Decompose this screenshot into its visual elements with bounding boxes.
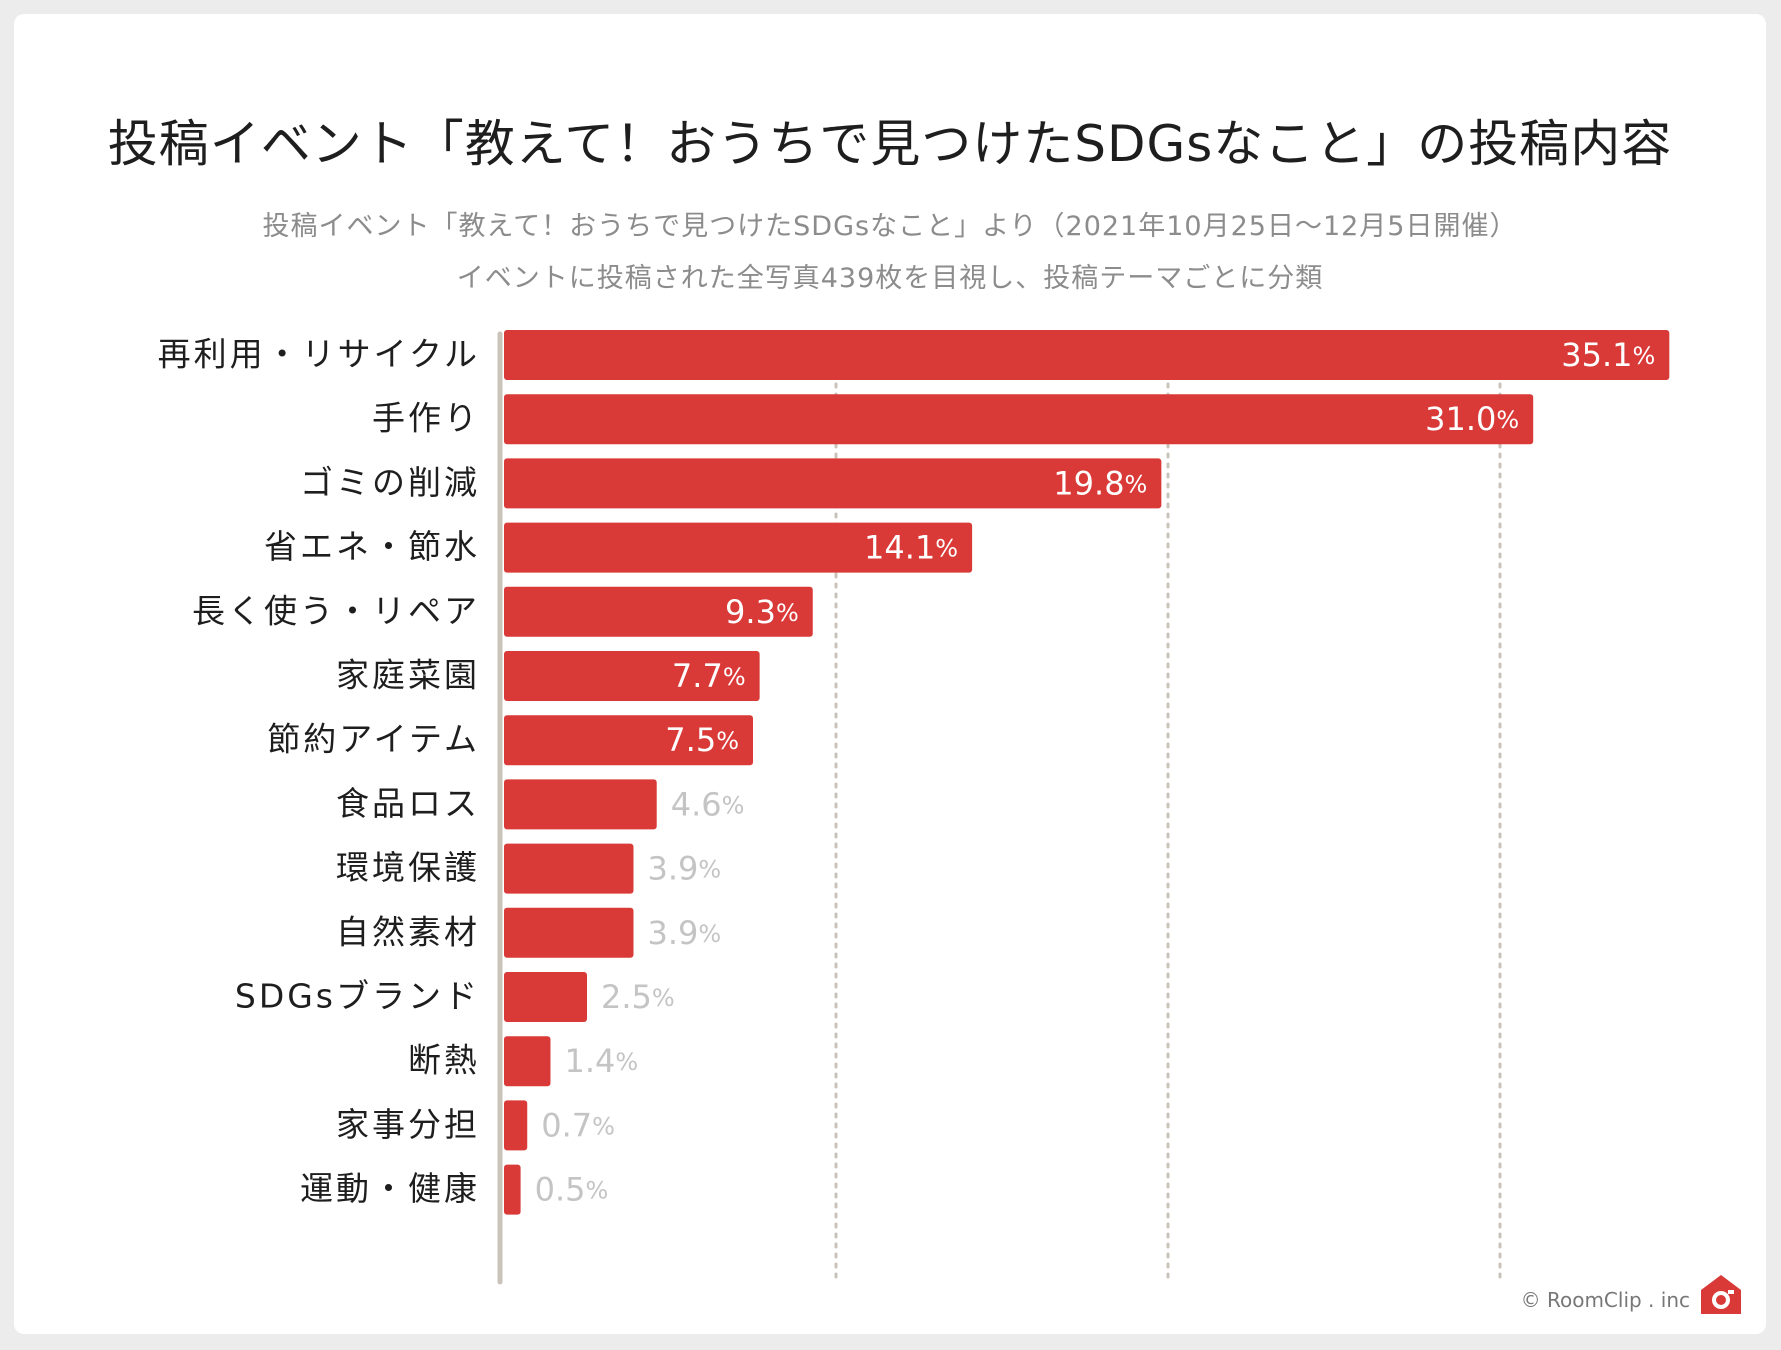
value-label-7: 7.5% bbox=[665, 721, 739, 759]
value-label-10: 3.9% bbox=[647, 914, 721, 952]
value-unit-13: % bbox=[592, 1112, 615, 1140]
bar-chart: 再利用・リサイクル 35.1% 手作り 31.0% ゴミの削減 19.8% 省エネ・節水 14… bbox=[158, 330, 1670, 1285]
value-number-7: 7.5 bbox=[665, 721, 716, 759]
bar-11 bbox=[504, 972, 587, 1022]
value-number-3: 19.8 bbox=[1053, 464, 1124, 502]
value-unit-9: % bbox=[698, 856, 721, 884]
category-label-3: ゴミの削減 bbox=[300, 463, 480, 502]
value-label-11: 2.5% bbox=[601, 978, 675, 1016]
value-unit-5: % bbox=[776, 599, 799, 627]
bar-6 bbox=[504, 651, 760, 701]
value-number-10: 3.9 bbox=[647, 914, 698, 952]
category-label-8: 食品ロス bbox=[336, 784, 480, 823]
value-label-9: 3.9% bbox=[647, 850, 721, 888]
bar-8 bbox=[504, 779, 657, 830]
category-label-4: 省エネ・節水 bbox=[264, 527, 480, 566]
bar-14 bbox=[504, 1164, 521, 1215]
value-unit-8: % bbox=[722, 791, 745, 819]
value-unit-4: % bbox=[935, 535, 958, 563]
value-unit-3: % bbox=[1125, 470, 1148, 498]
bar-1 bbox=[504, 330, 1670, 380]
value-unit-10: % bbox=[698, 920, 721, 948]
value-unit-14: % bbox=[585, 1177, 608, 1205]
value-label-2: 31.0% bbox=[1425, 400, 1519, 438]
category-label-6: 家庭菜園 bbox=[336, 656, 480, 695]
category-label-2: 手作り bbox=[372, 399, 480, 438]
bar-7 bbox=[504, 715, 753, 766]
value-number-5: 9.3 bbox=[725, 593, 776, 631]
value-label-4: 14.1% bbox=[864, 529, 958, 567]
value-label-8: 4.6% bbox=[671, 785, 745, 823]
value-label-14: 0.5% bbox=[535, 1171, 609, 1209]
category-label-7: 節約アイテム bbox=[267, 720, 480, 759]
bar-3 bbox=[504, 458, 1162, 509]
value-number-13: 0.7 bbox=[541, 1106, 592, 1144]
bar-9 bbox=[504, 843, 634, 894]
value-number-9: 3.9 bbox=[647, 850, 698, 888]
camera-house-icon bbox=[1701, 1275, 1741, 1314]
value-number-12: 1.4 bbox=[564, 1042, 615, 1080]
bar-12 bbox=[504, 1036, 551, 1087]
category-label-5: 長く使う・リペア bbox=[192, 591, 480, 630]
value-number-6: 7.7 bbox=[672, 657, 723, 695]
value-number-11: 2.5 bbox=[601, 978, 652, 1016]
value-number-8: 4.6 bbox=[671, 785, 722, 823]
value-label-3: 19.8% bbox=[1053, 464, 1147, 502]
value-label-12: 1.4% bbox=[564, 1042, 638, 1080]
category-label-10: 自然素材 bbox=[336, 912, 480, 951]
value-label-13: 0.7% bbox=[541, 1106, 615, 1144]
chart-card: 投稿イベント「教えて！おうちで見つけたSDGsなこと」の投稿内容 投稿イベント「… bbox=[14, 14, 1766, 1334]
value-number-14: 0.5 bbox=[535, 1171, 586, 1209]
value-number-4: 14.1 bbox=[864, 529, 935, 567]
value-label-5: 9.3% bbox=[725, 593, 799, 631]
category-label-13: 家事分担 bbox=[336, 1105, 480, 1144]
category-label-1: 再利用・リサイクル bbox=[158, 335, 480, 374]
chart-subtitle-line1: 投稿イベント「教えて！おうちで見つけたSDGsなこと」より（2021年10月25… bbox=[262, 211, 1518, 242]
copyright-credit: © RoomClip . inc bbox=[1520, 1288, 1690, 1312]
category-label-14: 運動・健康 bbox=[300, 1169, 480, 1208]
value-unit-7: % bbox=[716, 727, 739, 755]
bar-13 bbox=[504, 1100, 528, 1151]
bar-5 bbox=[504, 586, 813, 637]
value-unit-6: % bbox=[723, 663, 746, 691]
chart-title: 投稿イベント「教えて！おうちで見つけたSDGsなこと」の投稿内容 bbox=[107, 115, 1673, 173]
bar-4 bbox=[504, 522, 973, 573]
value-unit-1: % bbox=[1633, 342, 1656, 370]
value-unit-12: % bbox=[615, 1048, 638, 1076]
value-label-6: 7.7% bbox=[672, 657, 746, 695]
value-number-2: 31.0 bbox=[1425, 400, 1496, 438]
category-label-11: SDGsブランド bbox=[235, 977, 480, 1016]
value-unit-2: % bbox=[1496, 406, 1519, 434]
value-unit-11: % bbox=[652, 984, 675, 1012]
chart-subtitle-line2: イベントに投稿された全写真439枚を目視し、投稿テーマごとに分類 bbox=[456, 263, 1324, 294]
bar-2 bbox=[504, 394, 1534, 445]
bar-10 bbox=[504, 907, 634, 958]
category-label-9: 環境保護 bbox=[336, 848, 480, 887]
value-number-1: 35.1 bbox=[1561, 336, 1632, 374]
value-label-1: 35.1% bbox=[1561, 336, 1655, 374]
category-label-12: 断熱 bbox=[408, 1041, 480, 1080]
